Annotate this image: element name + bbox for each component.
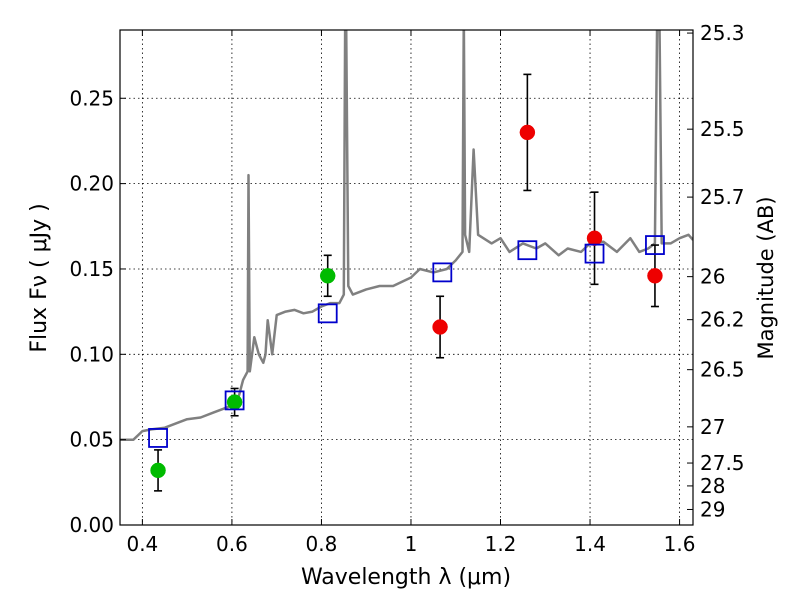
- data-markers: [148, 73, 665, 492]
- model-photometry-square: [317, 303, 338, 324]
- model-spectrum-layer: [120, 30, 693, 441]
- right-tick-label: 25.7: [700, 185, 745, 209]
- y-tick-label: 0.25: [69, 86, 114, 110]
- model-photometry-square: [432, 262, 453, 283]
- x-tick-label: 0.6: [216, 532, 248, 556]
- model-photometry-square: [645, 235, 665, 255]
- x-axis-label: Wavelength λ (μm): [301, 565, 511, 590]
- right-axis-label: Magnitude (AB): [754, 196, 778, 359]
- model-photometry-square: [148, 428, 168, 448]
- optical-data-point: [226, 394, 243, 410]
- optical-data-point: [150, 462, 166, 479]
- model-spectrum-line: [120, 30, 693, 441]
- x-tick-label: 1.4: [574, 532, 606, 556]
- right-tick-label: 27: [700, 415, 725, 439]
- nir-data-point: [519, 124, 536, 141]
- right-tick-label: 25.3: [700, 21, 745, 45]
- x-tick-label: 0.4: [126, 532, 158, 556]
- y-tick-label: 0.10: [69, 342, 114, 366]
- x-tick-label: 0.8: [306, 532, 338, 556]
- y-tick-label: 0.20: [69, 172, 114, 196]
- plot-area: [120, 30, 693, 525]
- right-tick-label: 27.5: [700, 451, 745, 475]
- model-photometry-square: [584, 243, 605, 264]
- model-photometry-square: [517, 240, 538, 261]
- right-tick-label: 29: [700, 497, 725, 521]
- y-axis-label: Flux Fν ( μJy ): [27, 203, 52, 352]
- optical-data-point: [319, 268, 336, 284]
- right-tick-label: 26.2: [700, 308, 745, 332]
- x-tick-label: 1.6: [664, 532, 696, 556]
- y-tick-label: 0.05: [69, 428, 114, 452]
- plot-frame: [119, 29, 694, 526]
- y-tick-label: 0.15: [69, 257, 114, 281]
- model-photometry-square: [224, 390, 245, 411]
- right-tick-label: 28: [700, 474, 725, 498]
- right-tick-label: 26.5: [700, 358, 745, 382]
- right-tick-label: 26: [700, 265, 725, 289]
- nir-data-point: [586, 230, 603, 246]
- x-tick-label: 1.2: [485, 532, 517, 556]
- right-tick-label: 25.5: [700, 117, 745, 141]
- x-tick-label: 1: [405, 532, 418, 556]
- y-tick-label: 0.00: [69, 513, 114, 537]
- nir-data-point: [432, 319, 448, 335]
- axis-ticks: 0.4 0.6 0.8 1 1.2 1.4 1.6 0.00 0.05 0.10 0.15 0.20 0…: [69, 21, 744, 556]
- nir-data-point: [647, 268, 663, 284]
